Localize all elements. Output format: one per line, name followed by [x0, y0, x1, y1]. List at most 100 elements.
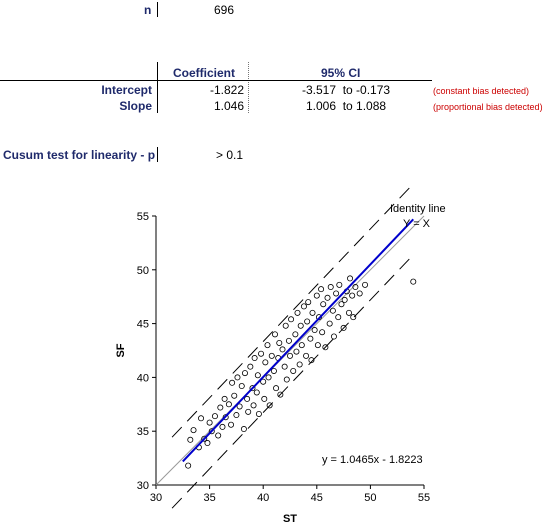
data-point [330, 333, 337, 340]
slope-label: Slope [119, 99, 152, 113]
data-point [296, 361, 303, 368]
data-point [255, 410, 262, 417]
data-point [304, 318, 311, 325]
header-coefficient: Coefficient [173, 66, 236, 80]
data-point [283, 376, 290, 383]
data-point [245, 408, 252, 415]
data-point [262, 359, 269, 366]
data-point [329, 307, 336, 314]
data-point [298, 342, 305, 349]
data-point [311, 327, 318, 334]
data-point [185, 462, 192, 469]
data-point [338, 301, 345, 308]
data-point [303, 352, 310, 359]
header-ci: 95% CI [321, 66, 361, 80]
data-point [293, 348, 300, 355]
n-value: 696 [214, 3, 235, 17]
data-point [229, 379, 236, 386]
data-point [222, 414, 229, 421]
data-point [320, 301, 327, 308]
data-point [241, 370, 248, 377]
data-point [231, 392, 238, 399]
slope-note: (proportional bias detected) [433, 102, 543, 112]
data-point [292, 331, 299, 338]
data-point [198, 415, 205, 422]
y-axis-label: SF [115, 343, 127, 357]
data-point [279, 346, 286, 353]
data-point [277, 391, 284, 398]
data-point [187, 436, 194, 443]
data-point [349, 292, 356, 299]
x-tick-label: 45 [311, 492, 323, 504]
x-axis-label: ST [283, 513, 297, 525]
data-point [273, 385, 280, 392]
data-point [308, 357, 315, 364]
data-point [253, 389, 260, 396]
data-point [322, 344, 329, 351]
data-point [261, 395, 268, 402]
data-point [190, 427, 197, 434]
cusum-value: > 0.1 [216, 148, 244, 162]
data-point [314, 342, 321, 349]
y-tick-label: 50 [137, 265, 149, 277]
data-point [290, 367, 297, 374]
x-tick-label: 40 [257, 492, 269, 504]
data-point [324, 294, 331, 301]
data-point [326, 320, 333, 327]
data-point [258, 350, 265, 357]
data-point [264, 342, 271, 349]
data-point [309, 309, 316, 316]
regression-line [182, 218, 415, 463]
n-divider [157, 2, 158, 17]
data-point [319, 329, 326, 336]
data-point [244, 395, 251, 402]
data-point [225, 401, 232, 408]
data-point [271, 331, 278, 338]
data-point [233, 412, 240, 419]
data-point [300, 303, 307, 310]
data-point [260, 378, 267, 385]
data-point [336, 281, 343, 288]
data-point [247, 363, 254, 370]
data-point [307, 335, 314, 342]
cusum-label: Cusum test for linearity - p [3, 148, 156, 162]
data-point [211, 413, 218, 420]
data-point [251, 355, 258, 362]
data-point [345, 309, 352, 316]
data-point [305, 299, 312, 306]
x-tick-label: 35 [203, 492, 215, 504]
data-point [362, 281, 369, 288]
x-tick-label: 30 [150, 492, 162, 504]
data-point [249, 385, 256, 392]
data-point [333, 290, 340, 297]
y-tick-label: 45 [137, 319, 149, 331]
data-point [285, 337, 292, 344]
data-point [276, 339, 283, 346]
data-point [313, 292, 320, 299]
x-tick-label: 55 [418, 492, 430, 504]
data-point [335, 314, 342, 321]
data-point [254, 372, 261, 379]
data-point [208, 428, 215, 435]
intercept-label: Intercept [101, 83, 152, 97]
identity-equation-label: Y = X [403, 218, 431, 230]
data-point [236, 403, 243, 410]
n-label: n [144, 3, 152, 17]
data-point [217, 404, 224, 411]
data-point [266, 402, 273, 409]
table-divider-left [157, 62, 158, 113]
data-point [410, 278, 417, 285]
intercept-note: (constant bias detected) [433, 86, 530, 96]
data-point [201, 435, 208, 442]
data-point [234, 374, 241, 381]
y-tick-label: 30 [137, 480, 149, 492]
data-point [350, 314, 357, 321]
data-point [297, 322, 304, 329]
data-point [219, 423, 226, 430]
data-point [356, 290, 363, 297]
data-point [352, 284, 359, 291]
data-point [250, 402, 257, 409]
slope-value: 1.046 [213, 99, 244, 113]
data-point [270, 367, 277, 374]
data-point [340, 324, 347, 331]
